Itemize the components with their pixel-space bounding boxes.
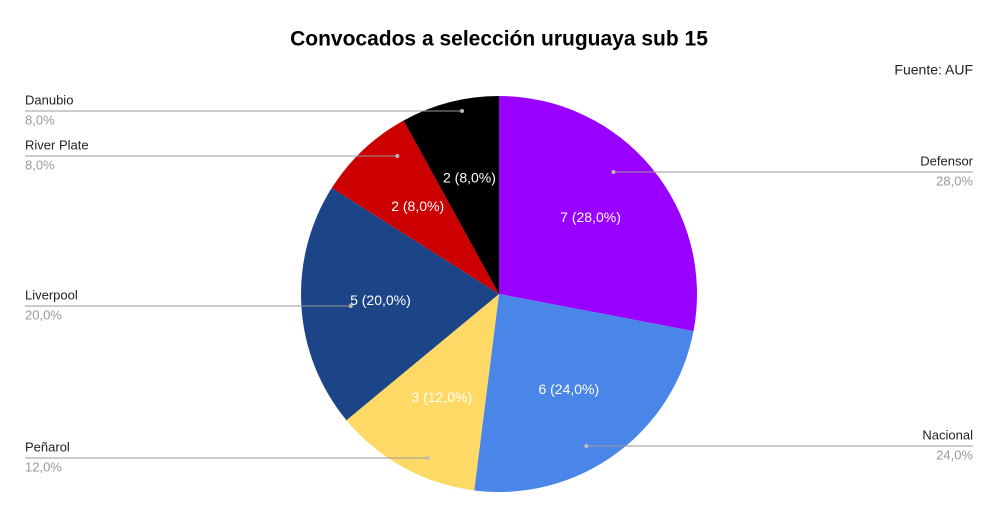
leader-dot bbox=[395, 154, 400, 158]
source: Fuente: AUF bbox=[894, 62, 973, 78]
percent-label: 20,0% bbox=[25, 307, 62, 322]
legend-label: Liverpool bbox=[25, 287, 78, 302]
percent-label: 12,0% bbox=[25, 459, 62, 474]
chart-title: Convocados a selección uruguaya sub 15 bbox=[290, 28, 708, 51]
percent-label: 8,0% bbox=[25, 157, 55, 172]
leader-dot bbox=[611, 170, 616, 174]
leader-dot bbox=[348, 304, 353, 308]
pie-slice bbox=[301, 187, 499, 421]
percent-label: 8,0% bbox=[25, 112, 55, 127]
legend-label: Defensor bbox=[920, 153, 973, 168]
leader-dot bbox=[584, 444, 589, 448]
leader-dot bbox=[460, 109, 465, 113]
slice-label: 7 (28,0%) bbox=[560, 209, 621, 225]
pie-slice bbox=[499, 96, 697, 332]
legend-label: Danubio bbox=[25, 92, 73, 107]
slice-label: 2 (8,0%) bbox=[391, 198, 444, 214]
slice-label: 3 (12,0%) bbox=[411, 389, 472, 405]
pie-slice bbox=[346, 294, 499, 491]
slice-label: 6 (24,0%) bbox=[538, 381, 599, 397]
percent-label: 28,0% bbox=[936, 173, 973, 188]
leader-dot bbox=[425, 456, 430, 460]
slice-label: 5 (20,0%) bbox=[350, 292, 411, 308]
slice-label: 2 (8,0%) bbox=[443, 170, 496, 186]
legend-label: River Plate bbox=[25, 137, 89, 152]
legend-label: Peñarol bbox=[25, 439, 70, 454]
legend-label: Nacional bbox=[922, 427, 973, 442]
pie-slice bbox=[474, 294, 694, 492]
pie-slice bbox=[403, 96, 499, 294]
percent-label: 24,0% bbox=[936, 447, 973, 462]
pie-slice bbox=[331, 120, 499, 295]
